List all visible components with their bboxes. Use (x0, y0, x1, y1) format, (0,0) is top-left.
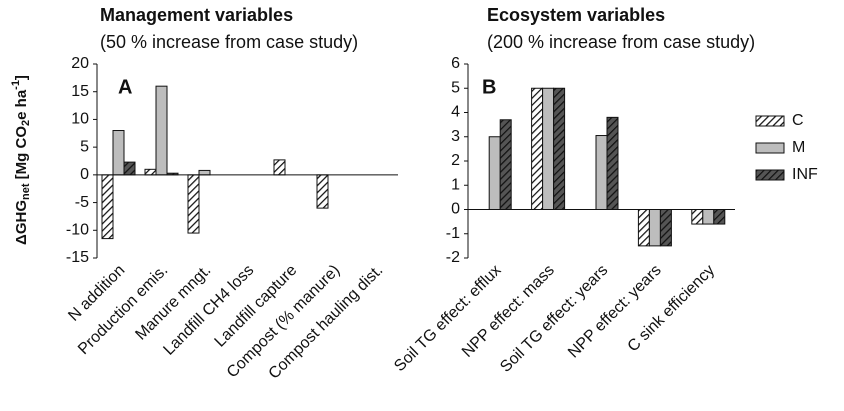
bar (144, 168, 157, 176)
y-tick-label: 3 (451, 128, 460, 145)
bar (198, 169, 211, 176)
y-tick-label: -15 (66, 249, 89, 266)
bar (659, 209, 672, 247)
y-tick-label: -1 (446, 225, 460, 242)
y-axis-label: ΔGHGnet [Mg CO2e ha-1] (10, 75, 32, 245)
y-tick-label: -2 (446, 249, 460, 266)
y-tick-label: 1 (451, 176, 460, 193)
x-tick-label: NPP effect: years (565, 262, 665, 362)
panel-letter: B (482, 76, 496, 98)
bar (553, 87, 566, 210)
bar (702, 209, 715, 225)
bar (273, 159, 286, 176)
legend-label: M (792, 139, 805, 156)
bar (531, 87, 544, 210)
bar (316, 174, 329, 209)
y-tick-label: 6 (451, 55, 460, 72)
bar (187, 174, 200, 234)
bar (691, 209, 704, 225)
panel-letter: A (118, 76, 132, 98)
bar (123, 161, 136, 176)
y-tick-label: 2 (451, 152, 460, 169)
y-tick-label: 5 (451, 79, 460, 96)
legend-swatch (755, 142, 785, 154)
bar (595, 135, 608, 211)
legend-swatch (755, 115, 785, 127)
y-tick-label: 5 (80, 138, 89, 155)
chart-title: Ecosystem variables (487, 5, 665, 25)
y-tick-label: 0 (80, 166, 89, 183)
bar (101, 174, 114, 240)
legend-label: C (792, 112, 804, 129)
y-tick-label: -10 (66, 222, 89, 239)
y-tick-label: 15 (71, 83, 89, 100)
x-tick-label: Soil TG effect: efflux (391, 262, 504, 375)
legend-label: INF (792, 166, 818, 183)
x-tick-label: Manure mngt. (132, 262, 214, 344)
y-tick-label: 4 (451, 104, 460, 121)
y-tick-label: 20 (71, 55, 89, 72)
bar (713, 209, 726, 225)
x-tick-label: NPP effect: mass (459, 262, 558, 361)
y-tick-label: 10 (71, 111, 89, 128)
bar (112, 130, 125, 176)
chart-subtitle: (50 % increase from case study) (100, 32, 358, 52)
chart-title: Management variables (100, 5, 293, 25)
chart-subtitle: (200 % increase from case study) (487, 32, 755, 52)
bar (488, 136, 501, 210)
x-tick-label: Soil TG effect: years (497, 262, 611, 376)
bar (637, 209, 650, 247)
legend-swatch (755, 169, 785, 181)
y-tick-label: -5 (75, 194, 89, 211)
bar (606, 116, 619, 210)
bar (499, 119, 512, 210)
bar (542, 87, 555, 210)
bar (648, 209, 661, 247)
bar (155, 85, 168, 176)
y-tick-label: 0 (451, 201, 460, 218)
